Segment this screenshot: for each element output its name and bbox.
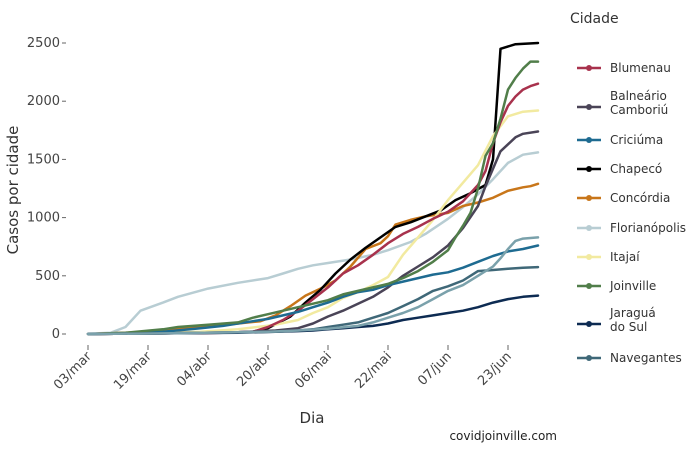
series-line-10 (86, 236, 540, 336)
legend-label: Navegantes (610, 351, 682, 365)
legend: Cidade Blumenau Balneário Camboriú Criciúm… (570, 11, 686, 365)
legend-label: Criciúma (610, 133, 663, 147)
legend-label: Chapecó (610, 162, 662, 176)
series-line-3 (86, 109, 540, 336)
legend-title: Cidade (570, 11, 619, 27)
series-line-2 (86, 41, 540, 336)
legend-label: Camboriú (610, 103, 668, 117)
legend-swatch-marker (586, 65, 592, 71)
y-tick-label: 1000 (27, 211, 60, 226)
x-tick-label: 20/abr (234, 349, 275, 390)
series-line-5 (86, 130, 540, 336)
x-axis-title: Dia (300, 409, 325, 427)
y-tick-label: 500 (35, 269, 60, 284)
legend-swatch-marker (586, 321, 592, 327)
legend-swatch-marker (586, 195, 592, 201)
legend-swatch-marker (586, 104, 592, 110)
legend-label: Florianópolis (610, 221, 686, 235)
x-tick-label: 04/abr (174, 349, 215, 390)
legend-label: Jaraguá (609, 306, 656, 320)
y-axis-title: Casos por cidade (4, 126, 22, 255)
legend-label: Balneário (610, 89, 667, 103)
credit-text: covidjoinville.com (449, 429, 557, 443)
x-axis: 03/mar 19/mar 04/abr 20/abr 06/mai 22/mai 07/j… (51, 345, 515, 393)
legend-label: do Sul (610, 320, 647, 334)
legend-swatch-marker (586, 137, 592, 143)
legend-swatch-marker (586, 355, 592, 361)
legend-label: Joinville (609, 279, 656, 293)
y-tick-label: 0 (52, 327, 60, 342)
y-axis: 0 500 1000 1500 2000 2500 (27, 36, 66, 342)
x-tick-label: 19/mar (111, 349, 155, 393)
y-tick-label: 2500 (27, 36, 60, 51)
series-line-0 (86, 151, 540, 335)
series-line-1 (86, 182, 540, 336)
y-tick-label: 2000 (27, 94, 60, 109)
y-tick-label: 1500 (27, 152, 60, 167)
legend-label: Concórdia (610, 191, 670, 205)
series-line-6 (86, 244, 540, 336)
legend-swatch-marker (586, 225, 592, 231)
legend-swatch-marker (586, 283, 592, 289)
x-tick-label: 06/mai (292, 349, 335, 392)
x-tick-label: 07/jun (415, 349, 455, 389)
legend-swatch-marker (586, 166, 592, 172)
x-tick-label: 03/mar (51, 349, 95, 393)
plot-area (86, 41, 540, 336)
series-line-4 (86, 82, 540, 336)
legend-label: Blumenau (610, 61, 671, 75)
legend-swatch-marker (586, 254, 592, 260)
legend-label: Itajaí (610, 250, 640, 264)
series-line-7 (86, 60, 540, 336)
x-tick-label: 23/jun (475, 349, 515, 389)
x-tick-label: 22/mai (352, 349, 395, 392)
